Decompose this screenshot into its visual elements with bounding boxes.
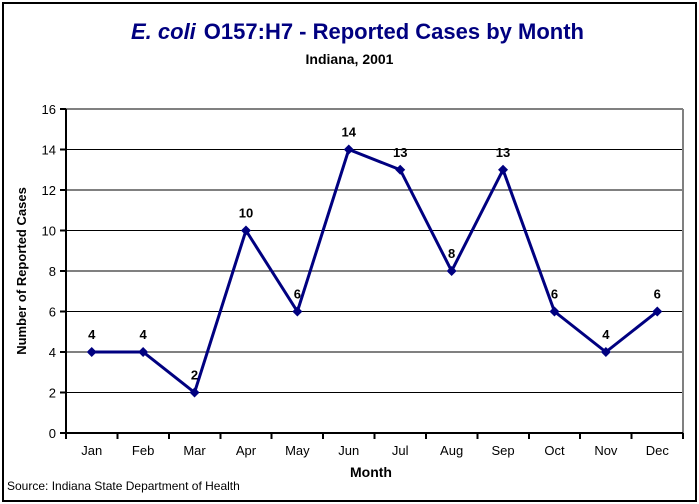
data-point-marker <box>240 225 251 236</box>
x-tick-label: Mar <box>183 443 206 458</box>
x-tick-label: Sep <box>491 443 514 458</box>
data-label: 2 <box>191 368 198 383</box>
data-label: 4 <box>140 327 148 342</box>
source-note: Source: Indiana State Department of Heal… <box>7 479 240 493</box>
data-label: 10 <box>239 206 253 221</box>
data-label: 4 <box>602 327 610 342</box>
data-point-marker <box>600 347 611 357</box>
x-axis-title: Month <box>350 464 392 480</box>
x-tick-label: Nov <box>594 443 618 458</box>
data-point-marker <box>498 164 509 175</box>
x-tick-label: Jun <box>338 443 359 458</box>
y-tick-label: 10 <box>42 224 56 239</box>
x-tick-label: Aug <box>440 443 463 458</box>
y-tick-label: 16 <box>42 102 56 117</box>
y-tick-label: 12 <box>42 183 56 198</box>
y-tick-label: 6 <box>49 305 56 320</box>
chart-subtitle: Indiana, 2001 <box>305 51 394 67</box>
y-axis-title: Number of Reported Cases <box>14 187 29 355</box>
data-point-marker <box>86 347 97 357</box>
data-label: 13 <box>496 145 510 160</box>
data-point-marker <box>549 306 560 317</box>
x-tick-label: May <box>285 443 310 458</box>
data-label: 6 <box>551 287 558 302</box>
data-label: 6 <box>654 287 661 302</box>
x-tick-label: Dec <box>646 443 670 458</box>
data-point-marker <box>395 164 406 175</box>
data-point-marker <box>446 266 457 276</box>
data-label: 14 <box>342 125 357 140</box>
y-tick-label: 4 <box>49 345 56 360</box>
x-tick-label: Jul <box>392 443 409 458</box>
chart-title: E. coli O157:H7 - Reported Cases by Month <box>0 19 699 45</box>
data-point-marker <box>652 306 663 317</box>
x-tick-label: Oct <box>544 443 565 458</box>
data-point-marker <box>343 144 354 155</box>
chart-title-rest-part: O157:H7 - Reported Cases by Month <box>203 19 584 44</box>
data-point-marker <box>189 387 200 398</box>
data-label: 8 <box>448 246 455 261</box>
y-tick-label: 2 <box>49 386 56 401</box>
series-line <box>91 147 659 396</box>
y-tick-label: 14 <box>42 143 56 158</box>
data-label: 6 <box>294 287 301 302</box>
chart-title-italic-part: E. coli <box>131 19 196 44</box>
data-label: 4 <box>88 327 96 342</box>
x-tick-label: Jan <box>81 443 102 458</box>
x-tick-label: Apr <box>236 443 257 458</box>
x-tick-label: Feb <box>132 443 154 458</box>
y-tick-label: 8 <box>49 264 56 279</box>
y-tick-label: 0 <box>49 426 56 441</box>
data-point-marker <box>138 347 149 357</box>
plot-area: 0 2 4 6 8 10 12 14 16 Jan Feb Mar Apr May Jun Jul Aug Sep… <box>42 102 684 458</box>
data-point-marker <box>292 306 303 317</box>
data-label: 13 <box>393 145 407 160</box>
